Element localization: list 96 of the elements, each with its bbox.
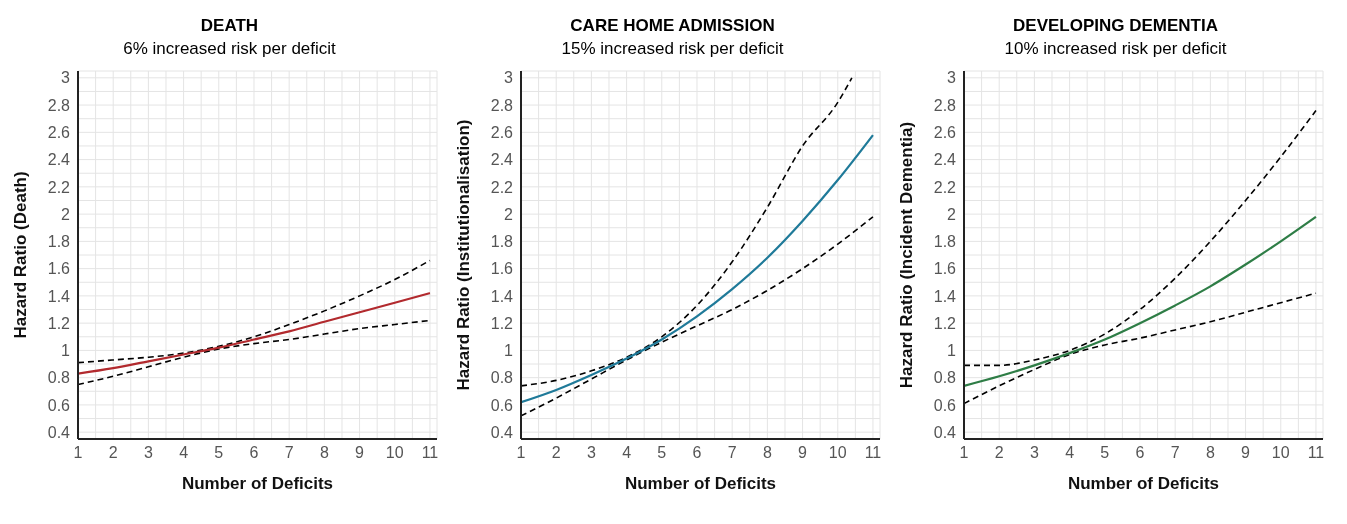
x-tick-label: 3 xyxy=(1029,444,1039,462)
y-tick-label: 2 xyxy=(61,205,71,223)
x-tick-label: 7 xyxy=(727,444,737,462)
x-tick-label: 4 xyxy=(1065,444,1075,462)
y-tick-label: 1.6 xyxy=(490,260,514,278)
y-tick-label: 1.2 xyxy=(490,314,514,332)
y-tick-label: 1.8 xyxy=(933,233,957,251)
line-series xyxy=(78,292,432,375)
x-tick-label: 2 xyxy=(994,444,1004,462)
y-tick-label: 0.6 xyxy=(47,396,71,414)
line-series xyxy=(521,216,874,417)
y-tick-label: 0.6 xyxy=(490,396,514,414)
y-tick-label: 2.8 xyxy=(490,96,514,114)
y-tick-label: 2.2 xyxy=(47,178,71,196)
line-series xyxy=(78,319,431,386)
x-axis-title: Number of Deficits xyxy=(181,474,334,493)
y-tick-label: 0.4 xyxy=(490,423,514,441)
y-tick-label: 0.8 xyxy=(490,369,514,387)
line-series xyxy=(521,77,853,387)
y-tick-label: 1.8 xyxy=(490,233,514,251)
y-tick-label: 0.8 xyxy=(47,369,71,387)
y-tick-label: 2.2 xyxy=(490,178,514,196)
chart-title: DEVELOPING DEMENTIA xyxy=(1012,16,1219,36)
y-axis-title: Hazard Ratio (Institutionalisation) xyxy=(454,119,474,391)
chart-title: CARE HOME ADMISSION xyxy=(569,16,776,36)
y-tick-label: 2.6 xyxy=(490,124,514,142)
y-tick-label: 3 xyxy=(504,69,514,87)
x-tick-label: 5 xyxy=(657,444,667,462)
x-tick-label: 8 xyxy=(762,444,772,462)
y-tick-label: 1.6 xyxy=(47,260,71,278)
x-tick-label: 2 xyxy=(108,444,118,462)
y-tick-label: 2.6 xyxy=(47,124,71,142)
x-tick-label: 3 xyxy=(143,444,153,462)
y-tick-label: 1.6 xyxy=(933,260,957,278)
x-tick-label: 8 xyxy=(1205,444,1215,462)
x-tick-label: 6 xyxy=(249,444,259,462)
x-tick-label: 8 xyxy=(319,444,329,462)
y-tick-label: 1.4 xyxy=(47,287,71,305)
y-tick-label: 2 xyxy=(947,205,957,223)
y-tick-label: 1.4 xyxy=(490,287,514,305)
y-tick-label: 2 xyxy=(504,205,514,223)
line-series xyxy=(964,292,1317,405)
y-tick-label: 1.2 xyxy=(47,314,71,332)
x-tick-label: 3 xyxy=(586,444,596,462)
y-tick-label: 2.6 xyxy=(933,124,957,142)
x-tick-label: 5 xyxy=(214,444,224,462)
x-axis-title: Number of Deficits xyxy=(624,474,777,493)
y-tick-label: 3 xyxy=(947,69,957,87)
x-tick-label: 11 xyxy=(1307,444,1325,462)
y-tick-label: 2.4 xyxy=(933,151,957,169)
x-tick-label: 1 xyxy=(73,444,83,462)
x-tick-label: 6 xyxy=(1135,444,1145,462)
y-tick-label: 0.6 xyxy=(933,396,957,414)
y-tick-label: 1.4 xyxy=(933,287,957,305)
y-tick-label: 2.8 xyxy=(47,96,71,114)
x-tick-label: 10 xyxy=(828,444,847,462)
x-tick-label: 11 xyxy=(421,444,439,462)
x-tick-label: 1 xyxy=(959,444,969,462)
y-tick-label: 0.8 xyxy=(933,369,957,387)
x-tick-label: 5 xyxy=(1100,444,1110,462)
y-tick-label: 0.4 xyxy=(47,423,71,441)
x-tick-label: 2 xyxy=(551,444,561,462)
line-series xyxy=(964,109,1317,367)
y-tick-label: 3 xyxy=(61,69,71,87)
x-tick-label: 4 xyxy=(179,444,189,462)
y-tick-label: 1.2 xyxy=(933,314,957,332)
chart-subtitle: 10% increased risk per deficit xyxy=(1003,39,1228,59)
y-tick-label: 2.8 xyxy=(933,96,957,114)
y-tick-label: 1.8 xyxy=(47,233,71,251)
x-tick-label: 9 xyxy=(355,444,365,462)
y-tick-label: 2.4 xyxy=(47,151,71,169)
chart-subtitle: 15% increased risk per deficit xyxy=(560,39,785,59)
x-tick-label: 7 xyxy=(284,444,294,462)
y-tick-label: 1 xyxy=(61,342,71,360)
line-series xyxy=(78,259,431,364)
chart-title: DEATH xyxy=(199,16,260,36)
x-tick-label: 9 xyxy=(1241,444,1251,462)
x-axis-title: Number of Deficits xyxy=(1067,474,1220,493)
y-tick-label: 0.4 xyxy=(933,423,957,441)
x-tick-label: 6 xyxy=(692,444,702,462)
chart-subtitle: 6% increased risk per deficit xyxy=(122,39,337,59)
x-tick-label: 10 xyxy=(385,444,404,462)
x-tick-label: 4 xyxy=(622,444,632,462)
y-tick-label: 1 xyxy=(947,342,957,360)
x-tick-label: 1 xyxy=(516,444,526,462)
y-axis-title: Hazard Ratio (Death) xyxy=(11,171,31,339)
line-series xyxy=(964,215,1318,387)
line-series xyxy=(521,133,875,404)
x-tick-label: 11 xyxy=(864,444,882,462)
y-tick-label: 1 xyxy=(504,342,514,360)
x-tick-label: 10 xyxy=(1271,444,1290,462)
x-tick-label: 7 xyxy=(1170,444,1180,462)
y-tick-label: 2.4 xyxy=(490,151,514,169)
x-tick-label: 9 xyxy=(798,444,808,462)
y-tick-label: 2.2 xyxy=(933,178,957,196)
y-axis-title: Hazard Ratio (Incident Dementia) xyxy=(897,121,917,389)
